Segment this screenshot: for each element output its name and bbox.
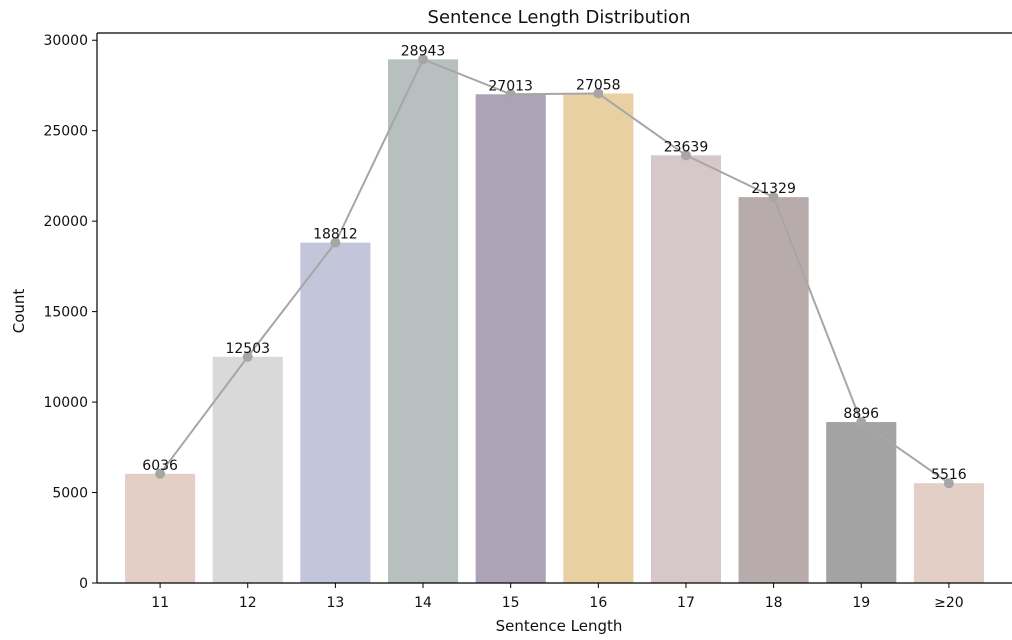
bar-≥20 bbox=[913, 483, 984, 583]
y-tick-label-10000: 10000 bbox=[43, 395, 88, 411]
x-axis-label: Sentence Length bbox=[496, 617, 623, 635]
trend-point-16 bbox=[593, 88, 604, 99]
data-label-14: 28943 bbox=[401, 43, 446, 59]
bar-17 bbox=[650, 155, 722, 583]
bar-15 bbox=[475, 94, 546, 584]
trend-point-15 bbox=[505, 89, 516, 100]
trend-point-11 bbox=[155, 468, 166, 479]
x-tick-label-15: 15 bbox=[502, 595, 520, 611]
x-tick-label-≥20: ≥20 bbox=[934, 595, 964, 611]
x-tick-label-17: 17 bbox=[677, 595, 695, 611]
trend-line bbox=[159, 58, 950, 485]
x-tick-label-14: 14 bbox=[414, 595, 432, 611]
x-tick-label-16: 16 bbox=[589, 595, 607, 611]
trend-point-≥20 bbox=[943, 478, 954, 489]
bar-18 bbox=[738, 197, 809, 584]
y-tick-label-20000: 20000 bbox=[43, 214, 88, 230]
trend-point-13 bbox=[330, 237, 341, 248]
bars-layer bbox=[125, 59, 984, 584]
y-axis-label: Count bbox=[10, 289, 28, 334]
data-label-≥20: 5516 bbox=[931, 467, 967, 483]
chart-title: Sentence Length Distribution bbox=[428, 7, 691, 28]
data-label-18: 21329 bbox=[751, 181, 796, 197]
trend-point-17 bbox=[680, 150, 691, 161]
x-tick-label-12: 12 bbox=[239, 595, 257, 611]
bar-16 bbox=[563, 93, 634, 584]
data-label-15: 27013 bbox=[488, 78, 533, 94]
y-tick-label-25000: 25000 bbox=[43, 124, 88, 140]
trend-point-18 bbox=[768, 192, 779, 203]
bar-12 bbox=[212, 356, 283, 583]
data-label-16: 27058 bbox=[576, 77, 621, 93]
trend-point-14 bbox=[418, 54, 429, 65]
axes-layer: 0 5000 10000 15000 20000 25000 30000 11 12 13 14 15… bbox=[43, 32, 1012, 611]
data-label-11: 6036 bbox=[142, 458, 178, 474]
x-tick-label-18: 18 bbox=[765, 595, 783, 611]
bar-19 bbox=[826, 422, 897, 583]
x-tick-label-11: 11 bbox=[151, 595, 169, 611]
data-label-13: 18812 bbox=[313, 227, 358, 243]
x-tick-label-19: 19 bbox=[852, 595, 870, 611]
bar-13 bbox=[300, 242, 371, 584]
trend-point-12 bbox=[242, 351, 253, 362]
trend-line-layer bbox=[155, 54, 954, 489]
y-tick-label-5000: 5000 bbox=[52, 486, 88, 502]
data-label-17: 23639 bbox=[664, 139, 709, 155]
data-label-19: 8896 bbox=[843, 406, 879, 422]
trend-point-19 bbox=[856, 417, 867, 428]
bar-11 bbox=[125, 473, 196, 583]
y-tick-label-30000: 30000 bbox=[43, 33, 88, 49]
data-label-12: 12503 bbox=[225, 341, 270, 357]
data-labels-layer: 6036 12503 18812 28943 27013 27058 23639 21329 8… bbox=[142, 43, 967, 483]
bar-14 bbox=[387, 59, 459, 583]
y-tick-label-0: 0 bbox=[79, 576, 88, 592]
y-tick-label-15000: 15000 bbox=[43, 305, 88, 321]
x-tick-label-13: 13 bbox=[326, 595, 344, 611]
